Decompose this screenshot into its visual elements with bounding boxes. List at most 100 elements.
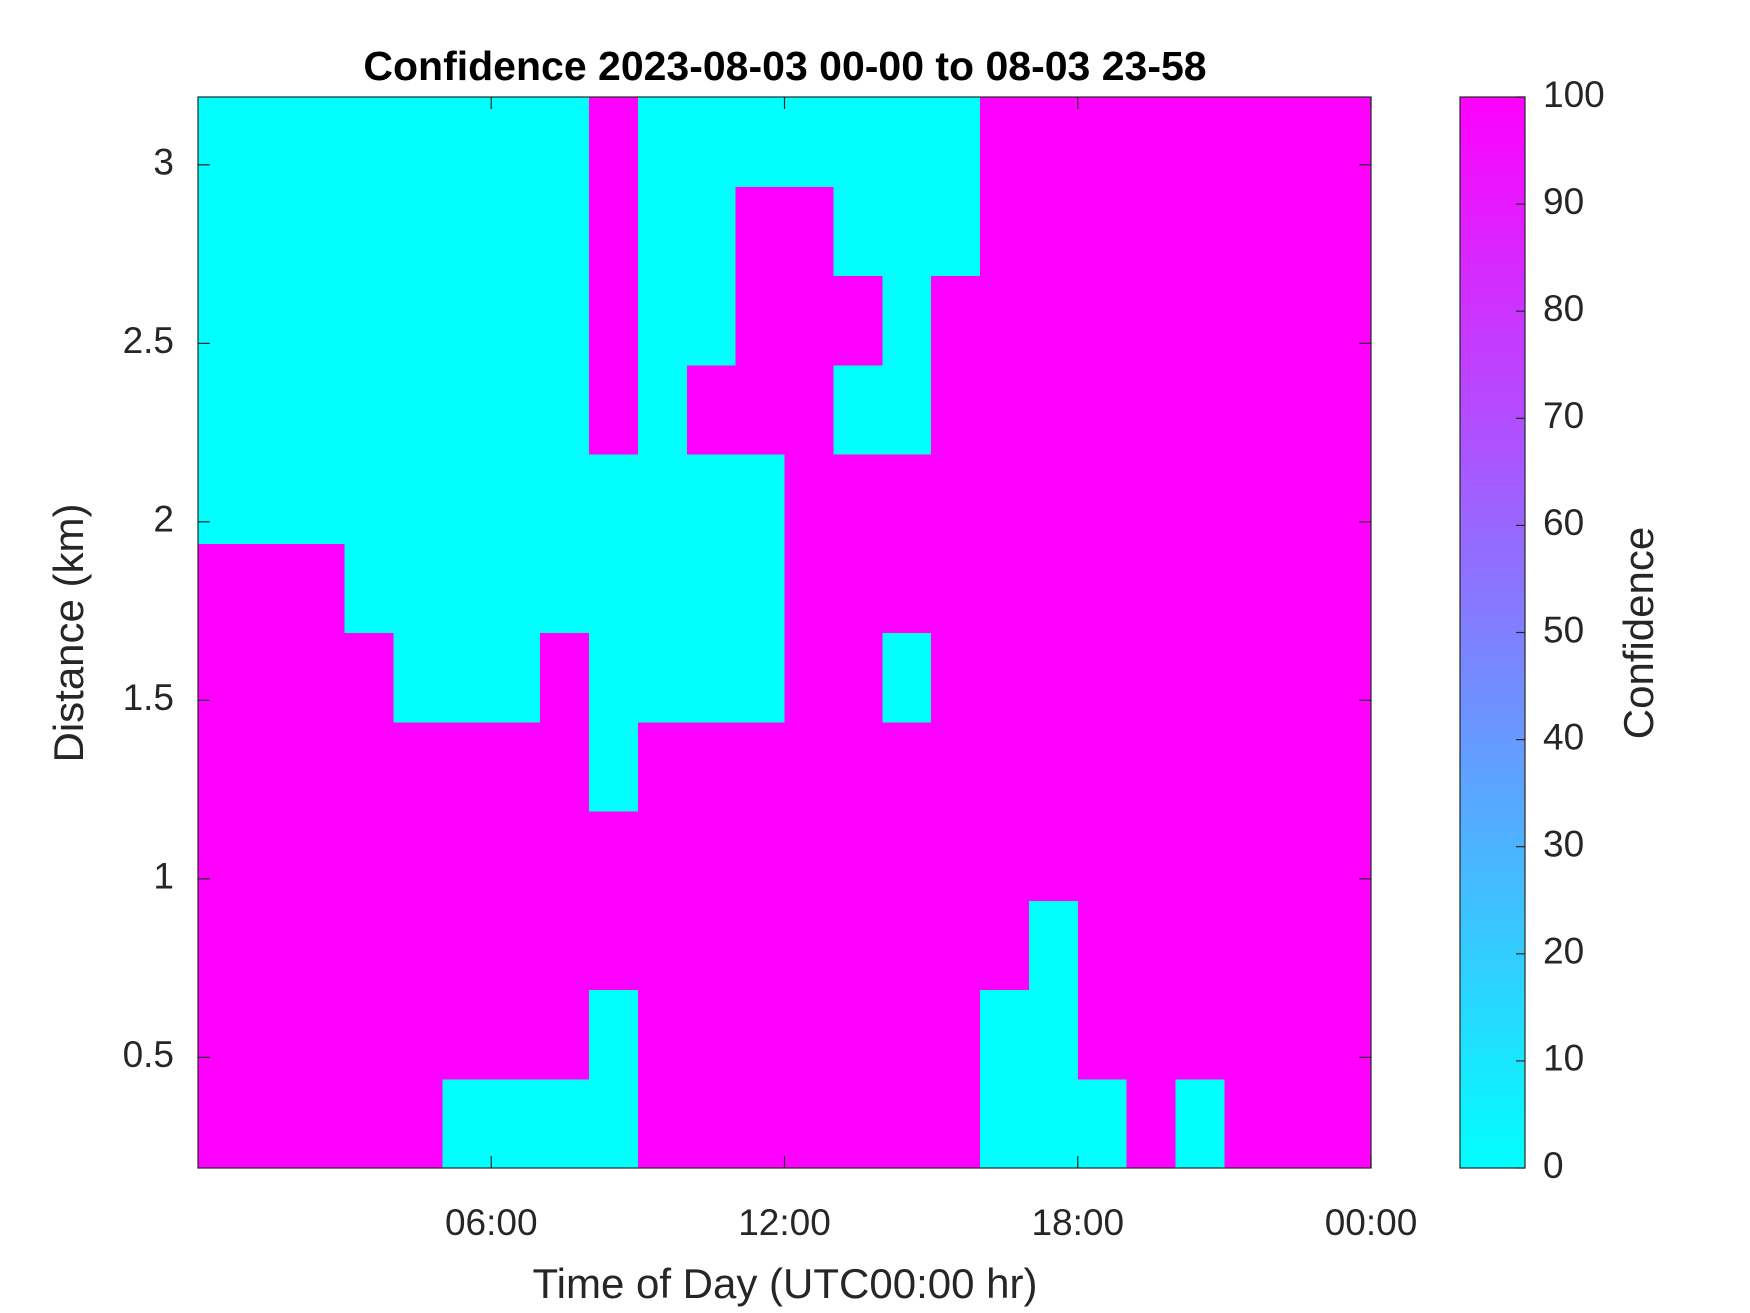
heatmap-cell [931, 364, 981, 455]
heatmap-cell [589, 811, 639, 901]
colorbar-tick-label: 100 [1543, 74, 1605, 115]
heatmap-cell [833, 1078, 883, 1169]
heatmap-cell [735, 632, 785, 723]
heatmap-cell [344, 454, 394, 544]
heatmap-cell [540, 989, 590, 1080]
heatmap-cell [491, 900, 541, 990]
heatmap-cell [1273, 900, 1323, 990]
heatmap-cell [1077, 97, 1128, 187]
heatmap-cell [295, 97, 346, 187]
heatmap-cell [589, 97, 639, 187]
heatmap-cell [735, 275, 785, 366]
heatmap-cell [491, 364, 541, 455]
heatmap-cell [393, 721, 443, 812]
heatmap-cell [589, 1078, 639, 1169]
heatmap-cell [980, 97, 1030, 187]
heatmap-cell [442, 721, 492, 812]
heatmap-cell [1175, 543, 1225, 633]
heatmap-cell [540, 632, 590, 723]
heatmap-cell [295, 811, 346, 901]
heatmap-cell [980, 632, 1030, 723]
heatmap-cell [393, 275, 443, 366]
heatmap-cell [1077, 811, 1128, 901]
colorbar-tick-label: 70 [1543, 395, 1584, 436]
heatmap-cell [686, 275, 737, 366]
heatmap-cell [686, 900, 737, 990]
heatmap-cell [1175, 721, 1225, 812]
heatmap-cell [295, 900, 346, 990]
heatmap-cell [442, 900, 492, 990]
heatmap-cell [540, 454, 590, 544]
heatmap-cell [540, 900, 590, 990]
heatmap-cell [589, 900, 639, 990]
colorbar-tick-label: 0 [1543, 1145, 1564, 1186]
colorbar-tick-label: 60 [1543, 502, 1584, 543]
heatmap-cell [1077, 454, 1128, 544]
heatmap-cell [882, 543, 932, 633]
heatmap-cell [784, 632, 834, 723]
heatmap-cell [491, 454, 541, 544]
x-tick-label: 06:00 [445, 1202, 538, 1243]
y-tick-label: 0.5 [123, 1034, 174, 1075]
heatmap-cell [735, 721, 785, 812]
heatmap-cell [246, 811, 297, 901]
heatmap-cell [1028, 454, 1079, 544]
heatmap-cell [882, 632, 932, 723]
colorbar-label: Confidence [1615, 527, 1662, 739]
heatmap-cell [1077, 543, 1128, 633]
heatmap-cell [882, 900, 932, 990]
heatmap-cell [442, 97, 492, 187]
heatmap-cell [637, 186, 688, 276]
heatmap-cell [1175, 989, 1225, 1080]
colorbar-tick-label: 30 [1543, 823, 1584, 864]
heatmap-cell [344, 97, 394, 187]
heatmap-cell [442, 811, 492, 901]
heatmap-cell [882, 275, 932, 366]
heatmap-cell [833, 811, 883, 901]
y-tick-label: 2.5 [123, 320, 174, 361]
heatmap-cell [198, 454, 248, 544]
heatmap-cell [980, 186, 1030, 276]
heatmap-cell [198, 364, 248, 455]
heatmap-cell [1273, 275, 1323, 366]
heatmap-cell [1273, 97, 1323, 187]
heatmap-cell [833, 275, 883, 366]
heatmap-cell [735, 364, 785, 455]
heatmap-cell [1322, 454, 1372, 544]
heatmap-cell [931, 632, 981, 723]
heatmap-cell [735, 543, 785, 633]
heatmap-cell [1322, 1078, 1372, 1169]
heatmap-cell [980, 811, 1030, 901]
heatmap-cell [1224, 97, 1274, 187]
heatmap-cell [1273, 454, 1323, 544]
heatmap-cell [393, 900, 443, 990]
heatmap-cell [980, 721, 1030, 812]
heatmap-cell [735, 97, 785, 187]
heatmap-cell [198, 632, 248, 723]
heatmap-cell [686, 1078, 737, 1169]
heatmap-cell [1028, 97, 1079, 187]
heatmap-cell [1175, 186, 1225, 276]
heatmap-cell [637, 1078, 688, 1169]
heatmap-cell [1077, 989, 1128, 1080]
heatmap-cell [491, 186, 541, 276]
heatmap-cell [442, 543, 492, 633]
heatmap-cell [1322, 632, 1372, 723]
heatmap-cell [980, 989, 1030, 1080]
heatmap-cell [1273, 721, 1323, 812]
heatmap-cell [589, 543, 639, 633]
heatmap-cell [393, 632, 443, 723]
heatmap-cell [637, 454, 688, 544]
heatmap-cell [246, 186, 297, 276]
heatmap-cell [198, 543, 248, 633]
heatmap-cell [344, 721, 394, 812]
heatmap-cell [833, 364, 883, 455]
heatmap-cell [637, 543, 688, 633]
heatmap-cell [1175, 275, 1225, 366]
heatmap-cell [393, 186, 443, 276]
heatmap-cell [1322, 97, 1372, 187]
heatmap-cell [931, 811, 981, 901]
heatmap-cell [980, 454, 1030, 544]
heatmap-cell [491, 543, 541, 633]
heatmap-cell [442, 454, 492, 544]
